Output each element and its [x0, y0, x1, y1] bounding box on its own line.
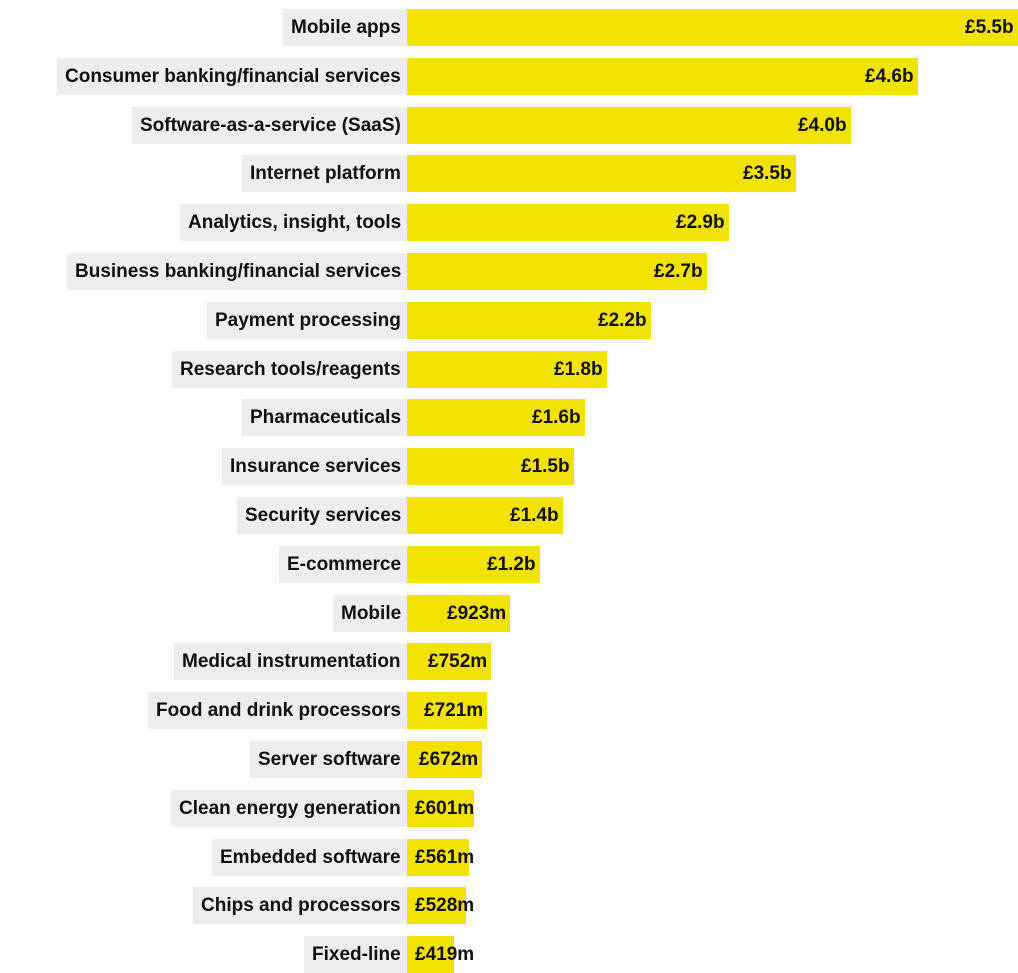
bar	[407, 790, 474, 827]
category-label: Software-as-a-service (SaaS)	[132, 107, 407, 144]
value-label: £1.5b	[521, 456, 570, 477]
bar	[407, 107, 851, 144]
value-label: £3.5b	[743, 163, 792, 184]
value-label: £923m	[447, 603, 507, 624]
bar	[407, 887, 466, 924]
category-label: Mobile	[333, 595, 408, 632]
bar-row: Research tools/reagents £1.8b	[0, 351, 1018, 388]
bar	[407, 204, 729, 241]
bar	[407, 497, 563, 534]
value-label: £752m	[428, 651, 488, 672]
bar-row: Consumer banking/financial services £4.6b	[0, 58, 1018, 95]
bar	[407, 58, 918, 95]
bar-row: Internet platform £3.5b	[0, 155, 1018, 192]
bar	[407, 351, 607, 388]
value-label: £4.0b	[798, 115, 847, 136]
bar	[407, 155, 796, 192]
bar	[407, 253, 707, 290]
bar-row: Software-as-a-service (SaaS) £4.0b	[0, 107, 1018, 144]
bar	[407, 741, 482, 778]
bar	[407, 595, 510, 632]
value-label: £5.5b	[965, 17, 1014, 38]
bar-row: Server software £672m	[0, 741, 1018, 778]
bar	[407, 302, 651, 339]
category-label: Insurance services	[222, 448, 408, 485]
bar-row: Payment processing £2.2b	[0, 302, 1018, 339]
bar	[407, 692, 487, 729]
value-label: £1.8b	[554, 359, 603, 380]
bar-row: Food and drink processors £721m	[0, 692, 1018, 729]
category-label: Pharmaceuticals	[242, 399, 408, 436]
category-label: Food and drink processors	[148, 692, 407, 729]
category-label: Business banking/financial services	[67, 253, 408, 290]
category-label: Medical instrumentation	[174, 643, 407, 680]
category-label: Security services	[237, 497, 408, 534]
category-label: Analytics, insight, tools	[180, 204, 408, 241]
category-label: Internet platform	[242, 155, 407, 192]
category-label: Clean energy generation	[171, 790, 407, 827]
category-label: Server software	[250, 741, 407, 778]
bar-row: Clean energy generation £601m	[0, 790, 1018, 827]
bar	[407, 643, 491, 680]
category-label: Research tools/reagents	[172, 351, 407, 388]
bar	[407, 399, 585, 436]
bar-row: Embedded software £561m	[0, 839, 1018, 876]
category-label: Fixed-line	[304, 936, 407, 973]
value-label: £2.9b	[676, 212, 725, 233]
bar-row: Security services £1.4b	[0, 497, 1018, 534]
value-label: £528m	[415, 895, 475, 916]
category-label: E-commerce	[279, 546, 408, 583]
value-label: £2.7b	[654, 261, 703, 282]
category-label: Mobile apps	[283, 9, 407, 46]
bar-row: Mobile £923m	[0, 595, 1018, 632]
bar-row: Business banking/financial services £2.7b	[0, 253, 1018, 290]
value-label: £1.4b	[510, 505, 559, 526]
value-label: £419m	[415, 944, 475, 965]
bar-row: Mobile apps £5.5b	[0, 9, 1018, 46]
bar	[407, 9, 1018, 46]
value-label: £1.2b	[487, 554, 536, 575]
value-label: £721m	[424, 700, 484, 721]
bar-row: Analytics, insight, tools £2.9b	[0, 204, 1018, 241]
value-label: £2.2b	[598, 310, 647, 331]
value-label: £601m	[415, 798, 475, 819]
value-label: £672m	[419, 749, 479, 770]
category-label: Consumer banking/financial services	[57, 58, 407, 95]
value-label: £1.6b	[532, 407, 581, 428]
category-label: Payment processing	[207, 302, 407, 339]
bar-row: E-commerce £1.2b	[0, 546, 1018, 583]
value-label: £4.6b	[865, 66, 914, 87]
bar-row: Chips and processors £528m	[0, 887, 1018, 924]
bar-row: Fixed-line £419m	[0, 936, 1018, 973]
bar	[407, 448, 574, 485]
bar-row: Pharmaceuticals £1.6b	[0, 399, 1018, 436]
bar	[407, 839, 469, 876]
bar	[407, 546, 540, 583]
bar-row: Insurance services £1.5b	[0, 448, 1018, 485]
bar-row: Medical instrumentation £752m	[0, 643, 1018, 680]
category-label: Embedded software	[212, 839, 407, 876]
value-label: £561m	[415, 847, 475, 868]
category-label: Chips and processors	[193, 887, 407, 924]
